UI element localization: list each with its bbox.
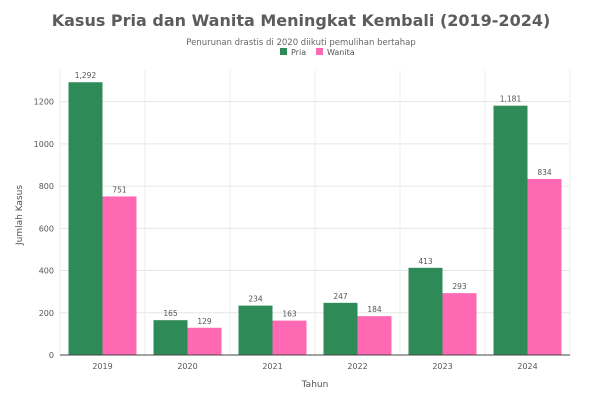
- x-tick-label-2020: 2020: [177, 362, 197, 371]
- x-tick-label-2022: 2022: [347, 362, 367, 371]
- chart-title: Kasus Pria dan Wanita Meningkat Kembali …: [52, 11, 551, 30]
- x-tick-label-2023: 2023: [432, 362, 452, 371]
- bar-wanita-2019: [102, 196, 137, 355]
- bar-wanita-2023: [442, 293, 477, 355]
- value-label-pria-2020: 165: [163, 309, 178, 318]
- legend-swatch-pria: [280, 48, 287, 55]
- value-label-wanita-2024: 834: [537, 168, 552, 177]
- bars: 1,292 751 165 129 234 163 247 184 413 293 1,181 834: [68, 71, 562, 355]
- bar-pria-2024: [493, 105, 528, 355]
- value-label-pria-2023: 413: [418, 257, 433, 266]
- y-tick-label: 200: [39, 309, 54, 318]
- value-label-wanita-2023: 293: [452, 282, 467, 291]
- legend-swatch-wanita: [316, 48, 323, 55]
- y-tick-label: 1000: [34, 140, 54, 149]
- y-tick-label: 600: [39, 224, 54, 233]
- y-tick-label: 0: [49, 351, 54, 360]
- bar-pria-2023: [408, 267, 443, 355]
- legend-label-pria: Pria: [291, 48, 306, 57]
- bar-pria-2022: [323, 302, 358, 355]
- legend: Pria Wanita: [280, 48, 355, 57]
- x-tick-label-2024: 2024: [517, 362, 537, 371]
- bar-wanita-2021: [272, 320, 307, 355]
- bar-wanita-2022: [357, 316, 392, 355]
- x-tick-label-2021: 2021: [262, 362, 282, 371]
- value-label-wanita-2022: 184: [367, 305, 382, 314]
- bar-wanita-2024: [527, 178, 562, 355]
- value-label-pria-2019: 1,292: [75, 71, 97, 80]
- legend-label-wanita: Wanita: [327, 48, 355, 57]
- value-label-pria-2024: 1,181: [500, 95, 522, 104]
- value-label-pria-2022: 247: [333, 292, 348, 301]
- x-tick-label-2019: 2019: [92, 362, 112, 371]
- value-label-pria-2021: 234: [248, 295, 263, 304]
- bar-pria-2021: [238, 305, 273, 355]
- value-label-wanita-2019: 751: [112, 185, 127, 194]
- chart-subtitle: Penurunan drastis di 2020 diikuti pemuli…: [186, 38, 415, 48]
- y-axis-ticks: 0 200 400 600 800 1000 1200: [34, 98, 54, 360]
- x-axis-title: Tahun: [301, 380, 329, 390]
- gridlines: [59, 70, 571, 355]
- y-axis-title: Jumlah Kasus: [15, 185, 25, 246]
- x-axis-ticks: 2019 2020 2021 2022 2023 2024: [92, 362, 537, 371]
- y-tick-label: 400: [39, 267, 54, 276]
- bar-pria-2020: [153, 320, 188, 355]
- y-tick-label: 800: [39, 182, 54, 191]
- bar-pria-2019: [68, 82, 103, 355]
- bar-wanita-2020: [187, 327, 222, 355]
- value-label-wanita-2021: 163: [282, 310, 297, 319]
- value-label-wanita-2020: 129: [197, 317, 212, 326]
- y-tick-label: 1200: [34, 98, 54, 107]
